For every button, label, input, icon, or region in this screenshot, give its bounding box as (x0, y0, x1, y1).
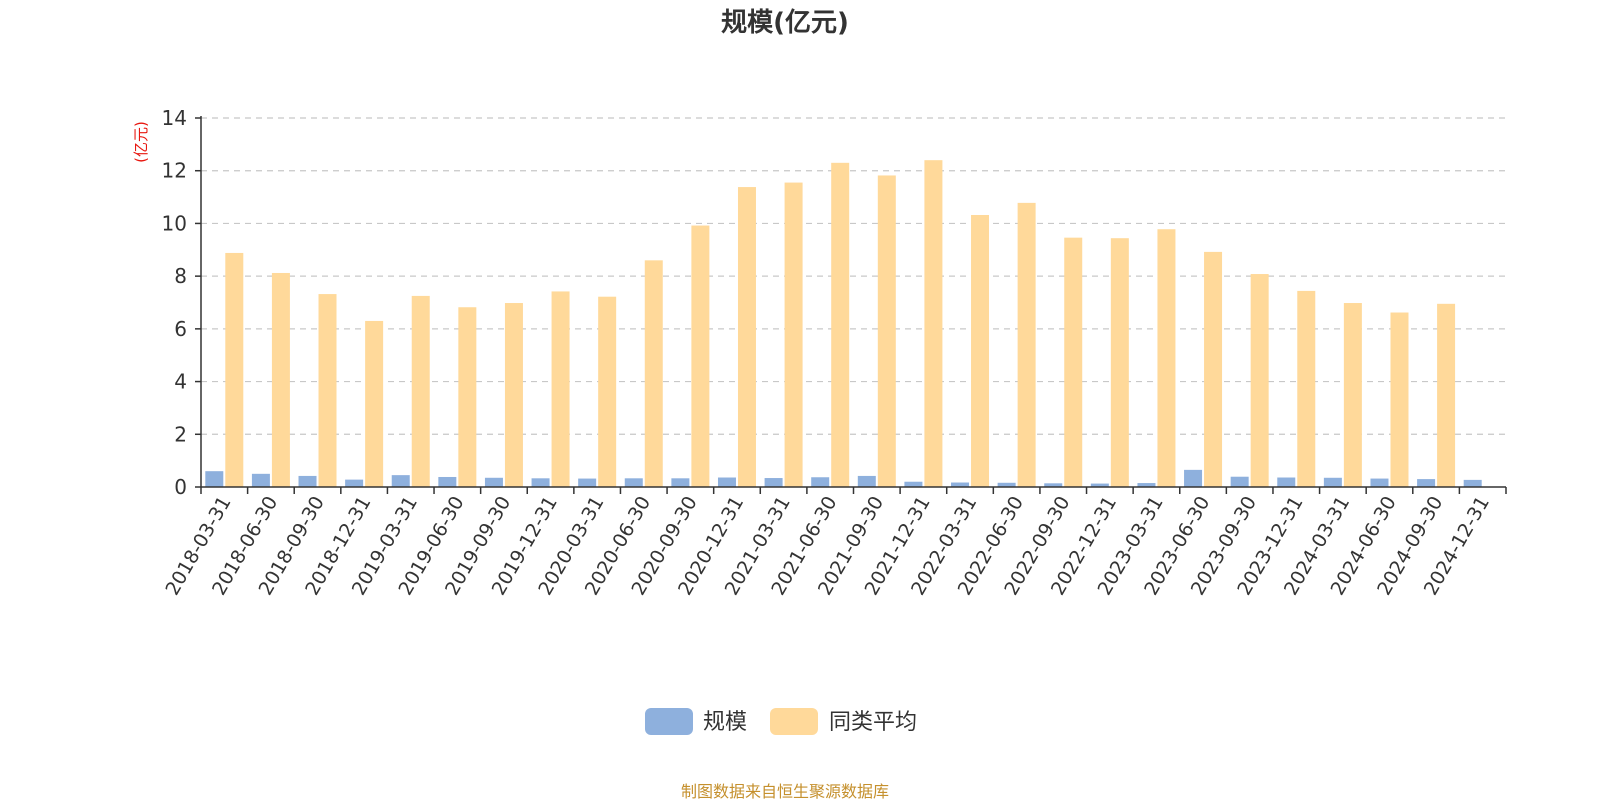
legend-swatch-peer-average (770, 708, 818, 735)
bar-scale (811, 477, 830, 487)
bar-peer-average (1390, 312, 1409, 487)
bar-scale (1463, 479, 1482, 487)
bar-scale (951, 482, 970, 487)
bar-scale (1323, 477, 1342, 487)
bar-peer-average (598, 296, 617, 487)
bar-peer-average (411, 295, 430, 487)
y-tick-label: 2 (174, 422, 187, 446)
bar-scale (1137, 483, 1156, 487)
bar-peer-average (784, 182, 803, 487)
bar-scale (624, 478, 643, 487)
bar-scale (1184, 469, 1203, 487)
bar-scale (1090, 483, 1109, 487)
bar-scale (1044, 483, 1063, 487)
bar-scale (251, 473, 270, 487)
bar-peer-average (1437, 303, 1456, 487)
bar-scale (345, 479, 364, 487)
bar-peer-average (1250, 274, 1269, 487)
bar-scale (764, 478, 783, 487)
legend-label-scale: 规模 (703, 710, 747, 735)
bar-scale (531, 478, 550, 487)
bar-scale (904, 481, 923, 487)
bar-peer-average (971, 214, 990, 487)
legend-item-peer-average[interactable]: 同类平均 (770, 708, 917, 735)
bar-peer-average (831, 162, 850, 488)
bar-peer-average (924, 160, 943, 487)
bar-scale (298, 475, 317, 487)
bar-peer-average (1204, 251, 1223, 487)
legend: 规模 同类平均 (645, 708, 917, 735)
bar-peer-average (271, 272, 290, 487)
bar-peer-average (737, 187, 756, 487)
bar-peer-average (1064, 237, 1083, 487)
bar-scale (1370, 478, 1389, 487)
bar-peer-average (458, 307, 477, 487)
bar-peer-average (1157, 229, 1176, 487)
bar-peer-average (365, 320, 384, 487)
bar-scale (717, 477, 736, 487)
bar-scale (438, 476, 457, 487)
bar-scale (671, 478, 690, 487)
chart-title: 规模(亿元) (721, 8, 849, 38)
bar-scale (1230, 476, 1249, 487)
bar-scale (857, 475, 876, 487)
y-tick-label: 8 (174, 264, 187, 288)
bar-scale (997, 482, 1016, 487)
y-tick-label: 12 (162, 159, 187, 183)
bar-peer-average (1110, 238, 1129, 487)
legend-item-scale[interactable]: 规模 (645, 708, 747, 735)
bar-peer-average (1017, 202, 1036, 487)
y-tick-label: 4 (174, 370, 187, 394)
bar-scale (578, 478, 597, 487)
legend-swatch-scale (645, 708, 693, 735)
bars (205, 160, 1482, 488)
grid-lines (201, 117, 1506, 435)
bar-peer-average (1297, 290, 1316, 487)
bar-peer-average (1343, 303, 1362, 487)
bar-peer-average (644, 260, 663, 487)
data-source-footer: 制图数据来自恒生聚源数据库 (680, 782, 889, 801)
bar-peer-average (877, 175, 896, 488)
legend-label-peer-average: 同类平均 (829, 710, 917, 735)
bar-peer-average (691, 225, 710, 487)
bar-scale (391, 475, 410, 487)
bar-scale (205, 471, 224, 487)
y-tick-label: 10 (162, 211, 187, 235)
y-tick-label: 0 (174, 475, 187, 499)
y-axis-unit-label: (亿元) (132, 121, 150, 163)
bar-peer-average (318, 294, 337, 487)
bar-scale (1277, 477, 1296, 487)
bar-scale (1417, 479, 1436, 487)
y-tick-label: 6 (174, 317, 187, 341)
bar-peer-average (551, 291, 570, 487)
bar-peer-average (504, 303, 523, 487)
bar-peer-average (225, 252, 244, 487)
bar-scale (484, 477, 503, 487)
y-tick-label: 14 (162, 106, 187, 130)
